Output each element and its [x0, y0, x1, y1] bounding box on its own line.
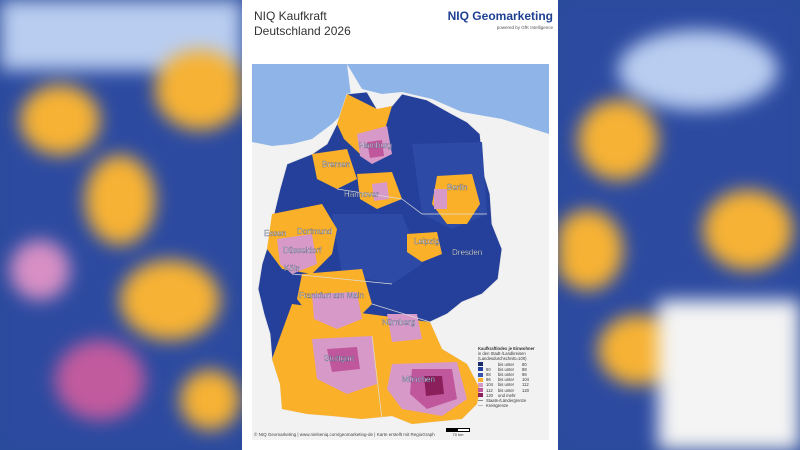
title-line-1: NIQ Kaufkraft — [254, 9, 327, 23]
city-label-hamburg: Hamburg — [359, 141, 392, 150]
magenta-hamburg — [367, 140, 384, 158]
city-label-dortmund: Dortmund — [297, 227, 332, 236]
legend-from: 104 — [486, 382, 493, 388]
legend-color-swatch — [478, 362, 483, 367]
pink-rhein — [277, 234, 317, 274]
map-legend: Kaufkraftindex je Einwohner in den Stadt… — [478, 346, 548, 408]
legend-from: 80 — [486, 366, 491, 372]
legend-color-swatch — [478, 388, 483, 393]
title-line-2: Deutschland 2026 — [254, 24, 351, 38]
legend-separator: bis unter — [498, 382, 515, 388]
legend-separator: bis unter — [498, 387, 515, 393]
city-label-hannover: Hannover — [344, 190, 379, 199]
city-label-leipzig: Leipzig — [414, 237, 439, 246]
scale-label: 70 km — [452, 432, 464, 437]
legend-row: 104 bis unter 112 — [478, 382, 548, 387]
legend-state-border: Staats-/Ländergrenze — [478, 398, 548, 403]
legend-separator: bis unter — [498, 377, 515, 383]
legend-title: Kaufkraftindex je Einwohner — [478, 346, 535, 351]
region-center — [332, 214, 422, 284]
city-label-muenchen: München — [402, 375, 435, 384]
city-label-nuernberg: Nürnberg — [382, 318, 415, 327]
city-label-duesseldorf: Düsseldorf — [283, 246, 322, 255]
scale-bar: 70 km — [446, 428, 470, 437]
legend-from: 96 — [486, 377, 491, 383]
legend-color-swatch — [478, 367, 483, 372]
legend-row: 112 bis unter 120 — [478, 388, 548, 393]
dark-muenchen — [424, 376, 444, 396]
legend-from: 112 — [486, 387, 493, 393]
orange-bremen — [312, 149, 357, 189]
germany-map: Hamburg Bremen Hannover Berlin Essen Dor… — [252, 64, 549, 440]
pink-berlin-area — [434, 189, 447, 209]
legend-to: 112 — [522, 382, 529, 388]
brand-name: NIQ Geomarketing — [447, 9, 553, 23]
city-label-koeln: Köln — [284, 264, 300, 273]
state-border-line-icon — [478, 400, 483, 402]
background-blur-right — [558, 0, 800, 450]
brand-subline: powered by GfK Intelligence — [496, 25, 553, 30]
copyright-footer: © NIQ Geomarketing | www.nielseniq.com/g… — [254, 432, 435, 437]
legend-to: 96 — [522, 372, 527, 378]
brand-logo: NIQ Geomarketing powered by GfK Intellig… — [447, 9, 553, 30]
city-label-frankfurt: Frankfurt am Main — [299, 291, 364, 300]
pink-nuernberg — [387, 314, 422, 342]
scale-bar-graphic — [446, 428, 470, 432]
city-label-stuttgart: Stuttgart — [324, 354, 355, 363]
baltic-sea — [252, 64, 549, 134]
map-poster: NIQ Kaufkraft Deutschland 2026 NIQ Geoma… — [242, 0, 558, 450]
legend-color-swatch — [478, 377, 483, 382]
magenta-stuttgart — [327, 347, 360, 372]
city-label-dresden: Dresden — [452, 248, 482, 257]
legend-from: 120 — [486, 392, 493, 398]
legend-to: 104 — [522, 377, 529, 383]
district-border-line-icon — [478, 405, 483, 407]
legend-row: 80 bis unter 88 — [478, 367, 548, 372]
legend-subtitle-1: in den Stadt-/Landkreisen — [478, 351, 526, 357]
legend-subtitle-2: (Landesdurchschnitt=100) — [478, 356, 527, 362]
state-border — [291, 188, 487, 420]
legend-separator: bis unter — [498, 372, 515, 378]
legend-row: 88 bis unter 96 — [478, 372, 548, 377]
legend-separator: und mehr — [498, 392, 516, 398]
legend-district-border: Kreisgrenze — [478, 403, 548, 408]
legend-state-border-label: Staats-/Ländergrenze — [486, 398, 527, 404]
legend-to: 120 — [522, 387, 529, 393]
legend-color-swatch — [478, 383, 483, 388]
orange-berlin — [432, 174, 480, 224]
legend-district-border-label: Kreisgrenze — [486, 403, 509, 409]
legend-to: 88 — [522, 366, 527, 372]
legend-rows: bis unter 80 80 bis unter 88 88 bis unter 96 96 b… — [478, 362, 548, 398]
orange-leipzig — [407, 232, 442, 262]
legend-row: 120 und mehr — [478, 393, 548, 398]
legend-separator: bis unter — [498, 361, 515, 367]
city-label-essen: Essen — [264, 229, 286, 238]
legend-color-swatch — [478, 372, 483, 377]
city-label-berlin: Berlin — [447, 183, 467, 192]
north-sea — [252, 64, 352, 146]
background-blur-left — [0, 0, 242, 450]
legend-color-swatch — [478, 393, 483, 398]
map-title: NIQ Kaufkraft Deutschland 2026 — [254, 9, 351, 39]
legend-row: bis unter 80 — [478, 362, 548, 367]
city-label-bremen: Bremen — [322, 160, 350, 169]
legend-to: 80 — [522, 361, 527, 367]
pink-frankfurt — [312, 292, 362, 329]
legend-from: 88 — [486, 372, 491, 378]
legend-row: 96 bis unter 104 — [478, 377, 548, 382]
legend-separator: bis unter — [498, 366, 515, 372]
